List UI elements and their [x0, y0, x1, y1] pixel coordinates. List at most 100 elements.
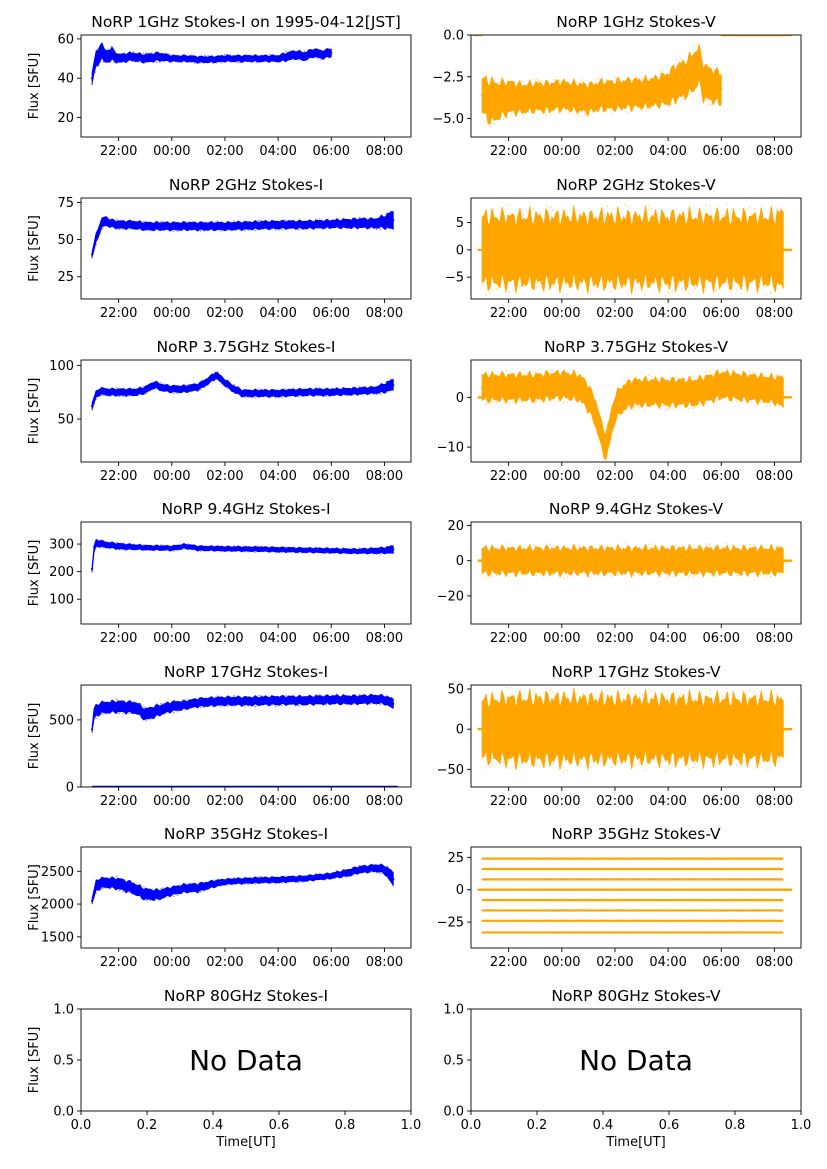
data-point [260, 219, 263, 222]
data-point [560, 94, 563, 97]
data-point [577, 371, 579, 374]
data-point [708, 931, 711, 934]
y-axis-label: Flux [SFU] [27, 703, 42, 770]
data-point [589, 899, 592, 902]
data-point [566, 401, 569, 404]
data-point [225, 54, 228, 56]
data-band [91, 211, 394, 258]
data-point [166, 544, 168, 547]
data-point [566, 931, 569, 933]
x-tick-label: 02:00 [596, 469, 633, 484]
data-point [115, 698, 118, 701]
data-point [769, 908, 772, 911]
data-point [573, 879, 575, 882]
data-point [752, 690, 755, 693]
data-point [497, 81, 500, 84]
data-point [303, 877, 306, 880]
x-tick-label: 00:00 [153, 469, 190, 484]
data-point [298, 58, 301, 61]
data-point [650, 868, 653, 871]
data-point [185, 54, 188, 57]
data-point [780, 207, 782, 209]
x-tick-label: 08:00 [756, 469, 793, 484]
data-point [596, 416, 599, 419]
data-point [653, 75, 656, 78]
data-point [650, 107, 653, 109]
data-point [759, 910, 761, 913]
data-point [223, 53, 226, 56]
data-point [545, 114, 548, 117]
data-point [742, 920, 745, 923]
data-point [342, 693, 344, 696]
data-point [681, 909, 684, 912]
data-point [285, 55, 289, 58]
data-point [680, 58, 683, 61]
data-point [330, 51, 333, 54]
data-point [481, 931, 483, 934]
data-point [342, 547, 344, 549]
data-point [287, 388, 290, 390]
data-point [549, 878, 552, 881]
data-point [775, 889, 778, 892]
data-point [99, 395, 101, 397]
y-tick-label: 1500 [41, 930, 74, 945]
data-point [149, 549, 152, 552]
data-point [627, 111, 629, 114]
data-point [549, 899, 552, 901]
data-point [693, 391, 696, 394]
data-point [732, 856, 734, 859]
data-point [481, 757, 483, 760]
data-point [197, 58, 200, 61]
x-tick-label: 02:00 [206, 306, 243, 321]
data-point [115, 875, 118, 878]
data-point [664, 889, 667, 892]
x-tick-label: 00:00 [153, 794, 190, 809]
data-point [633, 574, 636, 577]
y-tick-label: 0 [456, 883, 464, 898]
data-point [583, 378, 586, 381]
data-point [485, 888, 487, 891]
data-point [704, 910, 707, 913]
data-point [698, 909, 701, 912]
data-point [627, 932, 630, 935]
data-point [664, 910, 667, 912]
data-point [199, 230, 202, 232]
x-tick-label: 06:00 [313, 955, 350, 970]
data-point [725, 203, 728, 206]
x-tick-label: 04:00 [259, 955, 296, 970]
data-point [654, 544, 657, 547]
data-point [677, 694, 680, 697]
data-point [199, 706, 202, 709]
data-point [742, 399, 745, 402]
data-point [144, 225, 147, 228]
data-point [99, 390, 103, 393]
data-point [237, 220, 240, 222]
data-point [688, 868, 690, 871]
data-point [715, 930, 718, 933]
data-point [667, 932, 670, 934]
data-point [508, 291, 511, 293]
data-point [335, 870, 338, 872]
data-point [512, 909, 515, 912]
data-point [779, 889, 782, 892]
y-tick-label: 2000 [41, 898, 74, 913]
data-point [654, 909, 657, 911]
data-point [331, 871, 334, 874]
data-point [562, 577, 565, 579]
data-point [491, 857, 494, 860]
y-tick-label: 75 [57, 196, 74, 211]
data-point [573, 910, 575, 913]
data-point [600, 908, 602, 911]
data-point [117, 223, 120, 226]
data-point [637, 867, 640, 870]
data-point [580, 79, 583, 81]
data-point [566, 888, 569, 891]
data-point [328, 47, 331, 50]
data-point [775, 932, 778, 934]
y-tick-label: 100 [49, 359, 74, 374]
data-point [277, 392, 280, 395]
data-point [356, 222, 359, 225]
data-point [514, 81, 516, 84]
y-tick-label: 0.0 [443, 1105, 464, 1120]
y-tick-label: 1.0 [53, 1003, 74, 1018]
